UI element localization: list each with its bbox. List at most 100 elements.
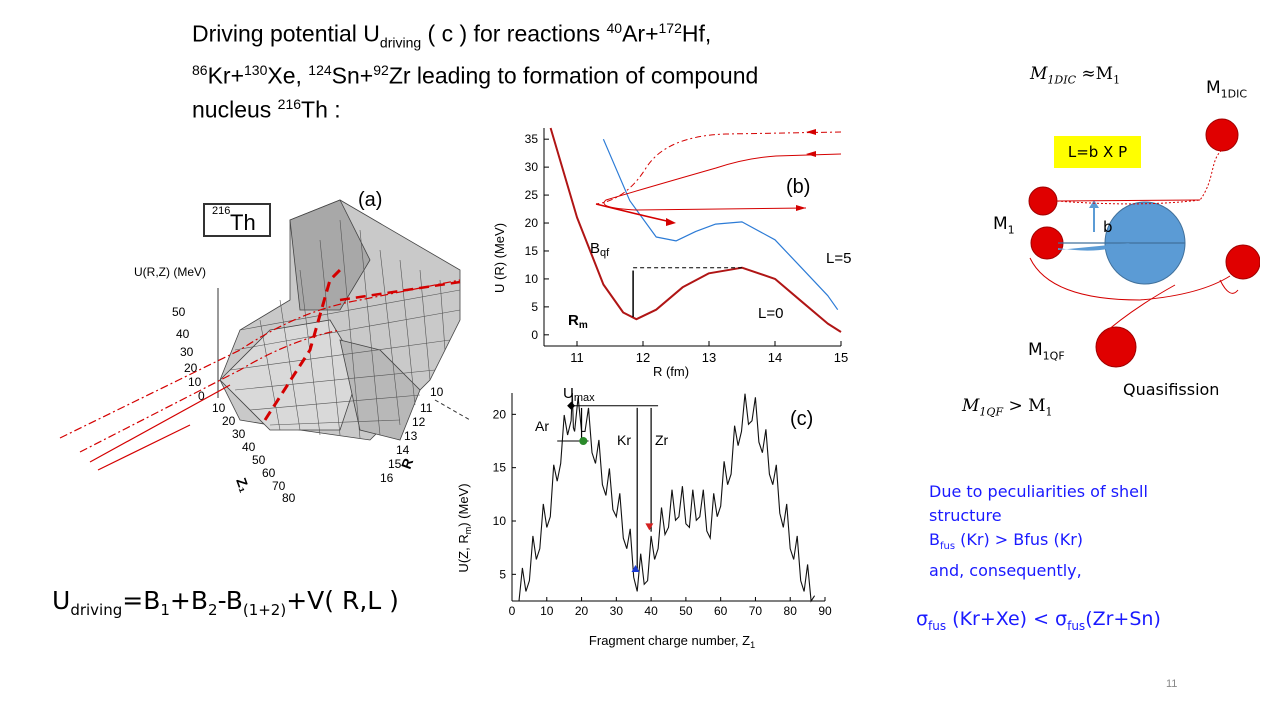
projectile-upper <box>1028 186 1058 216</box>
arrowhead <box>796 205 806 211</box>
x-tick-label: 90 <box>818 604 832 618</box>
r-tick: 14 <box>396 443 410 457</box>
l0-label: L=0 <box>758 305 783 322</box>
x-tick-label: 12 <box>636 350 650 365</box>
series-line-L=0 <box>549 127 842 333</box>
panel-b-curves <box>549 127 842 333</box>
quasifission-schematic <box>1028 118 1260 368</box>
z1-tick: 60 <box>262 466 276 480</box>
x-tick-label: 70 <box>749 604 763 618</box>
x-tick-label: 30 <box>610 604 624 618</box>
r-tick: 16 <box>380 471 394 485</box>
z1-axis-label: Z₁ <box>233 476 253 495</box>
m1dic-label: M1DIC <box>1206 78 1248 101</box>
panel-c-axes: 0 10 20 30 40 50 60 70 80 90 5 10 15 20 <box>493 393 832 618</box>
cross-section-comparison: σfus (Kr+Xe) < σfus(Zr+Sn) <box>916 608 1161 633</box>
r-tick: 12 <box>412 415 426 429</box>
arrowhead <box>806 151 816 157</box>
rm-label: Rm <box>568 312 588 331</box>
z-tick: 30 <box>180 345 194 359</box>
quasifission-label: Quasifission <box>1123 380 1220 399</box>
kr-marker <box>631 565 640 572</box>
y-tick-label: 25 <box>525 188 539 202</box>
series-line-U(Z) <box>518 392 816 603</box>
y-tick-label: 5 <box>499 567 506 581</box>
kr-label: Kr <box>617 432 631 448</box>
shell-structure-note: Due to peculiarities of shell structure … <box>929 482 1148 581</box>
panel-c-ylabel: U(Z, Rm) (MeV) <box>456 483 473 572</box>
y-tick-label: 5 <box>531 300 538 314</box>
y-tick-label: 20 <box>525 216 539 230</box>
driving-potential-formula: Udriving=B1+B2-B(1+2)+V( R,L ) <box>52 586 399 619</box>
red-reaction-paths <box>59 279 461 471</box>
z1-tick: 50 <box>252 453 266 467</box>
r-tick: 13 <box>404 429 418 443</box>
slide-title: Driving potential Udriving ( c ) for rea… <box>192 20 759 123</box>
x-tick-label: 50 <box>679 604 693 618</box>
z1-tick: 70 <box>272 479 286 493</box>
panel-b-chart: 11 12 13 14 15 0 5 10 15 20 25 30 35 (b) Bqf Rm L=50… <box>492 127 852 379</box>
z-tick: 40 <box>176 327 190 341</box>
panel-b-xlabel: R (fm) <box>653 364 689 379</box>
nucleus-box <box>203 203 271 237</box>
right-fragment <box>1225 244 1260 280</box>
umax-marker <box>567 401 576 410</box>
b-label: b <box>1103 218 1113 236</box>
m1dic-fragment <box>1205 118 1239 152</box>
y-tick-label: 30 <box>525 160 539 174</box>
x-tick-label: 80 <box>784 604 798 618</box>
x-tick-label: 20 <box>575 604 589 618</box>
m1-label: M1 <box>993 214 1015 237</box>
arrowhead <box>666 218 676 226</box>
red-dashed-valley <box>263 268 342 421</box>
incoming-path-dash <box>595 131 842 205</box>
nucleus-symbol: Th <box>230 210 256 235</box>
r-tick: 11 <box>420 401 433 415</box>
ar-label: Ar <box>535 418 549 434</box>
r-axis-ticks: 10 11 12 13 14 15 16 <box>380 385 444 485</box>
nucleus-mass-number: 216 <box>212 205 230 217</box>
capture-arrow <box>595 203 672 223</box>
series-line-L=50 <box>602 138 839 311</box>
panel-c-label: (c) <box>790 408 813 430</box>
angular-momentum-box: L=b X P <box>1054 136 1141 168</box>
r-tick: 15 <box>388 457 402 471</box>
page-number: 11 <box>1166 678 1178 690</box>
mesh-lines <box>229 219 461 439</box>
x-tick-label: 10 <box>540 604 554 618</box>
z-tick: 20 <box>184 361 198 375</box>
ar-marker <box>579 437 588 445</box>
panel-c-curves <box>518 392 816 603</box>
z1-tick: 40 <box>242 440 256 454</box>
panel-a-zaxis-label: U(R,Z) (MeV) <box>134 265 206 279</box>
arrowhead <box>806 129 816 135</box>
z-tick: 0 <box>198 389 205 403</box>
panel-c-chart: 0 10 20 30 40 50 60 70 80 90 5 10 15 20 (c) Umax Ar K… <box>456 385 832 650</box>
y-tick-label: 20 <box>493 407 507 421</box>
z1-tick: 30 <box>232 427 246 441</box>
m1dic-approx-label: M1DIC ≈M1 <box>1030 64 1121 87</box>
y-tick-label: 15 <box>493 461 507 475</box>
bqf-label: Bqf <box>590 240 610 259</box>
x-tick-label: 11 <box>570 350 584 365</box>
y-tick-label: 0 <box>531 328 538 342</box>
m1qf-gt-label: M1QF > M1 <box>962 396 1053 419</box>
panel-b-ylabel: U (R) (MeV) <box>492 223 507 293</box>
x-tick-label: 40 <box>644 604 658 618</box>
x-tick-label: 60 <box>714 604 728 618</box>
y-tick-label: 10 <box>525 272 539 286</box>
panel-b-label: (b) <box>786 176 810 198</box>
z-tick: 50 <box>172 305 186 319</box>
umax-label: Umax <box>563 385 595 404</box>
m1qf-fragment <box>1095 326 1137 368</box>
z1-axis-ticks: 10 20 30 40 50 60 70 80 <box>212 401 296 505</box>
neck <box>1058 243 1130 251</box>
x-tick-label: 13 <box>702 350 716 365</box>
y-tick-label: 15 <box>525 244 539 258</box>
z1-tick: 10 <box>212 401 226 415</box>
trajectories <box>1029 149 1239 338</box>
z-tick: 10 <box>188 375 202 389</box>
z-axis-ticks: 50 40 30 20 10 0 <box>172 305 205 403</box>
panel-a-surface-plot: 216 Th (a) U(R,Z) (MeV) 50 40 30 20 10 0… <box>59 189 471 505</box>
x-tick-label: 14 <box>768 350 782 365</box>
